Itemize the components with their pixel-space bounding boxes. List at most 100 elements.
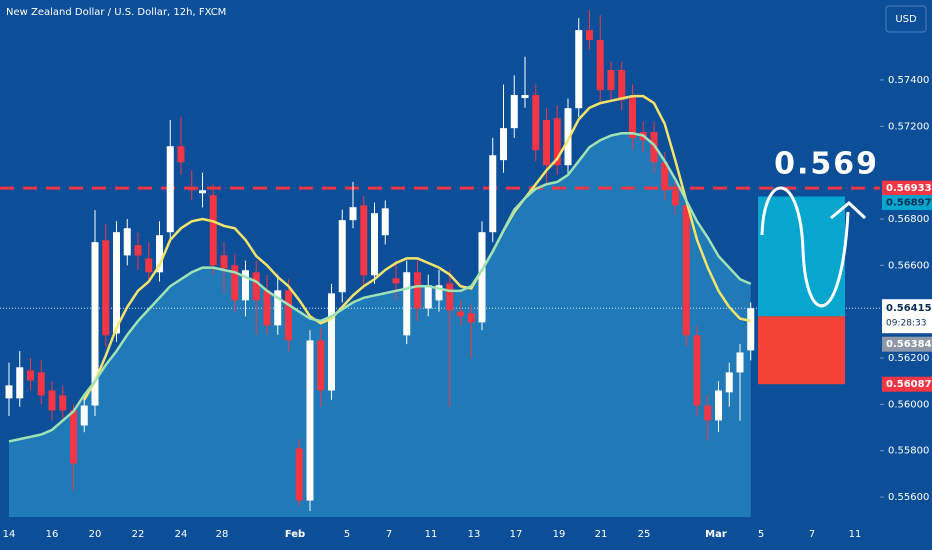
- candle-body: [113, 232, 120, 334]
- candle-body: [91, 242, 99, 406]
- candle-body: [252, 272, 260, 301]
- candle-body: [715, 390, 722, 421]
- x-tick-label: 20: [89, 529, 102, 540]
- candle-body: [209, 195, 217, 266]
- candle-body: [156, 235, 163, 273]
- last-price-label: 0.56415: [886, 303, 932, 314]
- alert-price-label-box: [882, 180, 932, 196]
- y-tick-label: 0.57400: [888, 75, 929, 86]
- target-price-label: 0.56897: [886, 198, 932, 209]
- candle-body: [123, 228, 131, 256]
- candle-body: [543, 120, 550, 166]
- candle-body: [510, 95, 518, 129]
- candle-body: [435, 285, 443, 301]
- x-tick-label: 17: [510, 529, 523, 540]
- candle-body: [274, 290, 282, 326]
- candle-body: [360, 205, 368, 276]
- x-tick-label: 24: [175, 529, 188, 540]
- candle-body: [220, 255, 228, 269]
- candle-body: [500, 128, 507, 161]
- candle-body: [371, 213, 378, 276]
- candle-body: [263, 290, 271, 326]
- candle-body: [349, 207, 357, 221]
- candle-body: [295, 448, 303, 501]
- candle-body: [521, 95, 529, 99]
- moving-average: [8, 131, 752, 443]
- x-tick-label: 11: [425, 529, 438, 540]
- ma-price-label: 0.56384: [886, 339, 932, 350]
- candle-body: [48, 390, 56, 411]
- candle-body: [177, 146, 185, 163]
- candle-body: [338, 220, 346, 293]
- y-tick-label: 0.55600: [888, 492, 929, 503]
- candle-body: [414, 272, 421, 309]
- candle-body: [188, 187, 196, 191]
- candle-body: [747, 308, 755, 351]
- x-tick-label: 7: [809, 529, 815, 540]
- x-tick-label: 22: [132, 529, 145, 540]
- candle-body: [661, 162, 669, 191]
- candle-body: [446, 283, 454, 311]
- y-tick-label: 0.56200: [888, 353, 929, 364]
- candle-body: [285, 290, 292, 341]
- candle-body: [575, 30, 583, 109]
- currency-button[interactable]: [885, 5, 927, 33]
- y-tick-label: 0.55800: [888, 446, 929, 457]
- candle-body: [693, 335, 701, 406]
- candle-body: [145, 258, 153, 273]
- alert-price-label: 0.56933: [886, 183, 932, 194]
- candle-body: [381, 208, 389, 236]
- price-axis: [880, 40, 932, 517]
- candle-body: [672, 190, 679, 206]
- x-tick-label: 13: [468, 529, 481, 540]
- candle-body: [37, 372, 45, 396]
- candle-body: [403, 272, 411, 336]
- candle-body: [586, 30, 593, 41]
- x-tick-label: 7: [386, 529, 392, 540]
- arrow-head: [830, 200, 867, 220]
- ma-price-label-box: [882, 336, 932, 352]
- candle-body: [80, 405, 88, 426]
- candle-body: [618, 69, 626, 101]
- countdown-label: 09:28:33: [886, 319, 926, 329]
- moving-average: [83, 94, 752, 401]
- annotation: 0.5693: [774, 147, 902, 182]
- target-price-label-box: [882, 195, 932, 211]
- x-tick-label: 25: [638, 529, 651, 540]
- currency-label[interactable]: USD: [895, 14, 917, 25]
- y-tick-label: 0.56600: [888, 260, 929, 271]
- y-tick-label: 0.56000: [888, 399, 929, 410]
- stop-price-label-box: [882, 376, 932, 392]
- candle-body: [682, 205, 690, 336]
- x-tick-label: 28: [216, 529, 229, 540]
- candle-body: [607, 69, 615, 91]
- candle-body: [650, 132, 658, 163]
- x-tick-label: 16: [46, 529, 59, 540]
- candle-body: [59, 395, 67, 411]
- candle-body: [306, 340, 314, 501]
- candle-body: [231, 265, 239, 301]
- candle-body: [70, 410, 77, 464]
- y-tick-label: 0.56800: [888, 214, 929, 225]
- x-tick-label: 5: [758, 529, 764, 540]
- candle-body: [242, 270, 249, 301]
- candle-body: [199, 190, 206, 194]
- stop-zone: [758, 316, 845, 385]
- candle-body: [317, 340, 325, 391]
- candle-body: [424, 285, 432, 309]
- candle-body: [704, 405, 712, 421]
- candle-body: [467, 313, 475, 323]
- x-tick-label: 14: [3, 529, 16, 540]
- candle-body: [27, 370, 34, 381]
- x-tick-label: 19: [553, 529, 566, 540]
- x-tick-label: 21: [595, 529, 608, 540]
- last-price-box: [882, 299, 932, 334]
- candle-body: [725, 372, 733, 393]
- candle-body: [457, 311, 464, 317]
- candle-body: [736, 352, 744, 373]
- y-tick-label: 0.57200: [888, 121, 929, 132]
- candle-body: [134, 245, 142, 256]
- x-tick-label: Feb: [285, 529, 305, 540]
- candle-body: [328, 293, 335, 391]
- candle-body: [629, 96, 636, 139]
